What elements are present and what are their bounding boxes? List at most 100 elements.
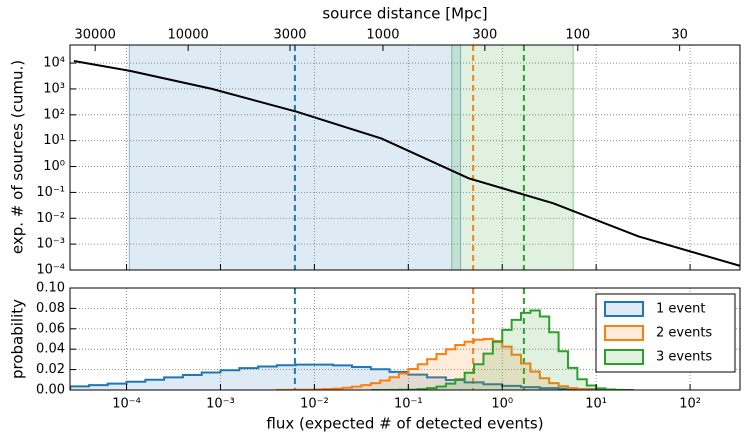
histogram-bin (126, 381, 146, 390)
histogram-bin (145, 379, 165, 390)
y-tick-label: 10⁻² (36, 211, 65, 226)
y-tick-label: 0.04 (36, 342, 65, 357)
histogram-bin (239, 368, 259, 390)
histogram-bin (342, 387, 352, 390)
legend-swatch (604, 349, 644, 365)
histogram-bin (436, 353, 446, 390)
histogram-bin (549, 332, 559, 390)
histogram-bin (408, 368, 418, 390)
legend-frame (595, 293, 736, 373)
histogram-bin (70, 386, 89, 390)
legend-label: 2 events (656, 326, 712, 341)
y-axis-label: exp. # of sources (cumu.) (9, 60, 27, 254)
histogram-bin (455, 345, 465, 390)
histogram-bin (427, 359, 437, 390)
y-tick-label: 10³ (43, 81, 65, 96)
y-tick-label: 0.02 (36, 362, 65, 377)
histogram-bin (521, 387, 540, 390)
histogram-bin (502, 346, 512, 390)
histogram-bin (333, 365, 352, 390)
legend-label: 1 event (656, 302, 705, 317)
top-tick-label: 10000 (167, 28, 208, 43)
histogram-bin (182, 375, 202, 390)
histogram-bin (483, 339, 493, 390)
histogram-bin (464, 341, 475, 390)
y-tick-label: 10² (43, 107, 65, 122)
x-axis-label: flux (expected # of detected events) (266, 415, 543, 433)
histogram-bin (511, 319, 522, 390)
legend-swatch (604, 301, 644, 317)
y-tick-label: 0.06 (36, 321, 65, 336)
top-tick-label: 30000 (75, 28, 116, 43)
y-tick-label: 10⁻³ (36, 237, 65, 252)
histogram-bin (276, 365, 296, 390)
histogram-bin (474, 364, 484, 390)
histogram-bin (530, 310, 540, 390)
histogram-outline (275, 338, 616, 390)
x-tick-label: 10⁻² (300, 397, 329, 412)
frame (69, 44, 741, 271)
histogram-bin (455, 379, 465, 390)
histogram-bin (511, 354, 522, 390)
x-tick-label: 10¹ (585, 397, 607, 412)
histogram-bin (88, 385, 108, 390)
legend-label: 3 events (656, 350, 712, 365)
x-tick-label: 10⁰ (491, 397, 513, 412)
x-tick-label: 10² (679, 397, 701, 412)
histogram-bin (445, 383, 456, 390)
histogram-outline (70, 363, 598, 390)
top-axis-label: source distance [Mpc] (322, 5, 487, 23)
histogram-bin (295, 364, 315, 390)
shaded-band (451, 45, 574, 270)
top-tick-label: 30 (671, 28, 688, 43)
histogram-bin (539, 316, 550, 390)
histogram-bin (389, 377, 399, 390)
x-tick-label: 10⁻¹ (394, 397, 423, 412)
histogram-bin (577, 379, 587, 390)
histogram-bin (398, 373, 409, 390)
histogram-bin (464, 382, 484, 390)
legend-swatch (604, 325, 644, 341)
axes: 10⁻⁴ 10⁻³ 10⁻² 10⁻¹ 10⁰ 10¹ 10² 10³ 10⁴ 30000 1000… (36, 28, 741, 412)
x-tick-label: 10⁻⁴ (112, 397, 141, 412)
histogram-bin (530, 371, 540, 390)
histogram-bin (502, 385, 522, 390)
histogram-bin (586, 385, 597, 390)
x-tick-label: 10⁻³ (206, 397, 235, 412)
top-tick-label: 1000 (366, 28, 399, 43)
histogram-bin (417, 364, 428, 390)
histogram-bin (436, 386, 446, 390)
histogram-bin (445, 380, 465, 390)
y-tick-label: 0.08 (36, 301, 65, 316)
histogram-bin (351, 386, 362, 390)
y-tick-label: 0.10 (36, 281, 65, 296)
histogram-bin (558, 351, 568, 390)
histogram-bin (549, 383, 559, 390)
y-tick-label: 10¹ (43, 133, 65, 148)
histogram-bin (502, 329, 512, 390)
histogram-bin (483, 384, 503, 390)
histogram-bin (521, 312, 531, 390)
top-plot-area (70, 45, 740, 270)
histogram-bin (370, 383, 381, 390)
y-tick-label: 10⁰ (43, 159, 65, 174)
top-tick-label: 3000 (273, 28, 306, 43)
histogram-bin (258, 366, 277, 390)
y-tick-label: 10⁻⁴ (36, 263, 65, 278)
histogram-bin (558, 386, 568, 390)
histogram-bin (445, 349, 456, 390)
histogram-bin (408, 374, 428, 390)
histogram-bin (492, 341, 503, 390)
histogram-bin (539, 378, 550, 390)
y-tick-label: 10⁴ (43, 56, 65, 71)
histogram-outline (370, 309, 634, 390)
histogram-bin (107, 383, 127, 390)
histogram-bin (314, 364, 334, 390)
histogram-bin (220, 370, 240, 390)
top-tick-label: 300 (472, 28, 497, 43)
histogram-bin (361, 385, 371, 390)
y-tick-label: 0.00 (36, 383, 65, 398)
histogram-bin (201, 372, 221, 390)
histogram-bin (380, 380, 390, 390)
